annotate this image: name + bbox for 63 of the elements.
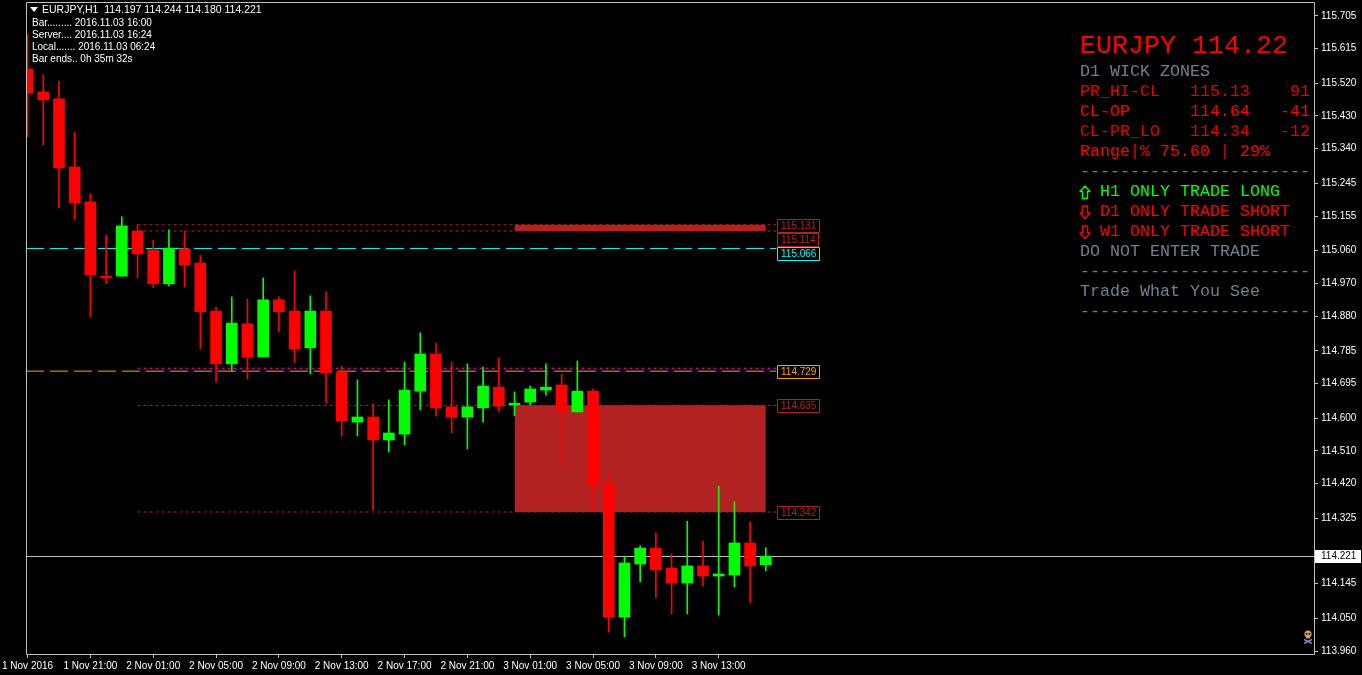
- annotation: Bar......... 2016.11.03 16:00: [32, 17, 152, 28]
- candlestick: [445, 361, 458, 434]
- y-tick-label: 115.340: [1321, 142, 1357, 154]
- data-label: 115.114: [781, 233, 817, 245]
- y-tick-label: 114.880: [1321, 309, 1357, 321]
- chart-title: EURJPY,H1 114.197 114.244 114.180 114.221: [42, 3, 262, 15]
- y-tick-label: 115.520: [1321, 76, 1357, 88]
- annotation: -----------------------: [1080, 302, 1310, 321]
- annotation: -----------------------: [1080, 162, 1310, 181]
- annotation: DO NOT ENTER TRADE: [1080, 242, 1260, 261]
- annotation: -----------------------: [1080, 262, 1310, 281]
- data-label: 115.131: [781, 219, 817, 231]
- y-tick-label: 115.705: [1321, 9, 1357, 21]
- y-tick-label: 114.970: [1321, 277, 1357, 289]
- candlestick: [697, 540, 709, 587]
- x-tick-label: 2 Nov 09:00: [251, 659, 307, 671]
- annotation: Range|% 75.60 | 29%: [1080, 142, 1270, 161]
- annotation: Server.... 2016.11.03 16:24: [32, 29, 152, 40]
- annotation: Trade What You See: [1080, 282, 1260, 301]
- x-tick-label: 2 Nov 05:00: [189, 659, 244, 671]
- annotation: CL-OP 114.64 -41: [1080, 102, 1310, 121]
- x-tick-label: 1 Nov 21:00: [63, 659, 118, 671]
- y-tick-label: 115.430: [1321, 109, 1357, 121]
- y-tick-label: 114.695: [1321, 377, 1357, 389]
- x-tick-label: 3 Nov 05:00: [566, 659, 621, 671]
- y-tick-label: 115.245: [1321, 177, 1357, 189]
- annotation: EURJPY 114.22: [1080, 31, 1288, 61]
- x-tick-label: 3 Nov 09:00: [628, 659, 684, 671]
- y-tick-label: 114.510: [1321, 444, 1357, 456]
- ref-line-label: 114.221: [1321, 550, 1357, 562]
- y-tick-label: 114.145: [1321, 577, 1357, 589]
- y-tick-label: 114.050: [1321, 612, 1357, 624]
- annotation: Bar ends.. 0h 35m 32s: [32, 53, 133, 64]
- y-tick-label: 114.600: [1321, 411, 1357, 423]
- data-label: 114.635: [781, 399, 817, 411]
- candlestick: [681, 520, 694, 615]
- data-label: 114.729: [781, 365, 817, 377]
- x-tick-label: 2 Nov 17:00: [377, 659, 432, 671]
- annotation: W1 ONLY TRADE SHORT: [1100, 222, 1290, 241]
- annotation: PR_HI-CL 115.13 91: [1080, 82, 1310, 101]
- data-label: 114.342: [781, 506, 817, 518]
- x-tick-label: 3 Nov 13:00: [691, 659, 747, 671]
- annotation: CL-PR_LO 114.34 -12: [1080, 122, 1310, 141]
- candlestick: [367, 403, 379, 511]
- x-tick-label: 1 Nov 2016: [2, 659, 54, 671]
- y-tick-label: 114.325: [1321, 511, 1357, 523]
- x-tick-label: 2 Nov 21:00: [440, 659, 495, 671]
- y-tick-label: 115.155: [1321, 209, 1357, 221]
- x-tick-label: 3 Nov 01:00: [503, 659, 558, 671]
- y-tick-label: 114.420: [1321, 477, 1357, 489]
- y-tick-label: 115.615: [1321, 42, 1357, 54]
- y-tick-label: 114.785: [1321, 344, 1357, 356]
- x-tick-label: 2 Nov 01:00: [126, 659, 181, 671]
- y-tick-label: 113.960: [1321, 644, 1357, 656]
- y-tick-label: 115.060: [1321, 244, 1357, 256]
- annotation: D1 WICK ZONES: [1080, 62, 1210, 81]
- candlestick: [383, 399, 395, 453]
- annotation: D1 ONLY TRADE SHORT: [1100, 202, 1290, 221]
- annotation: Local....... 2016.11.03 06:24: [32, 41, 156, 52]
- annotation: H1 ONLY TRADE LONG: [1100, 182, 1280, 201]
- x-tick-label: 2 Nov 13:00: [314, 659, 370, 671]
- data-label: 115.066: [781, 247, 817, 259]
- candlestick: [37, 74, 50, 146]
